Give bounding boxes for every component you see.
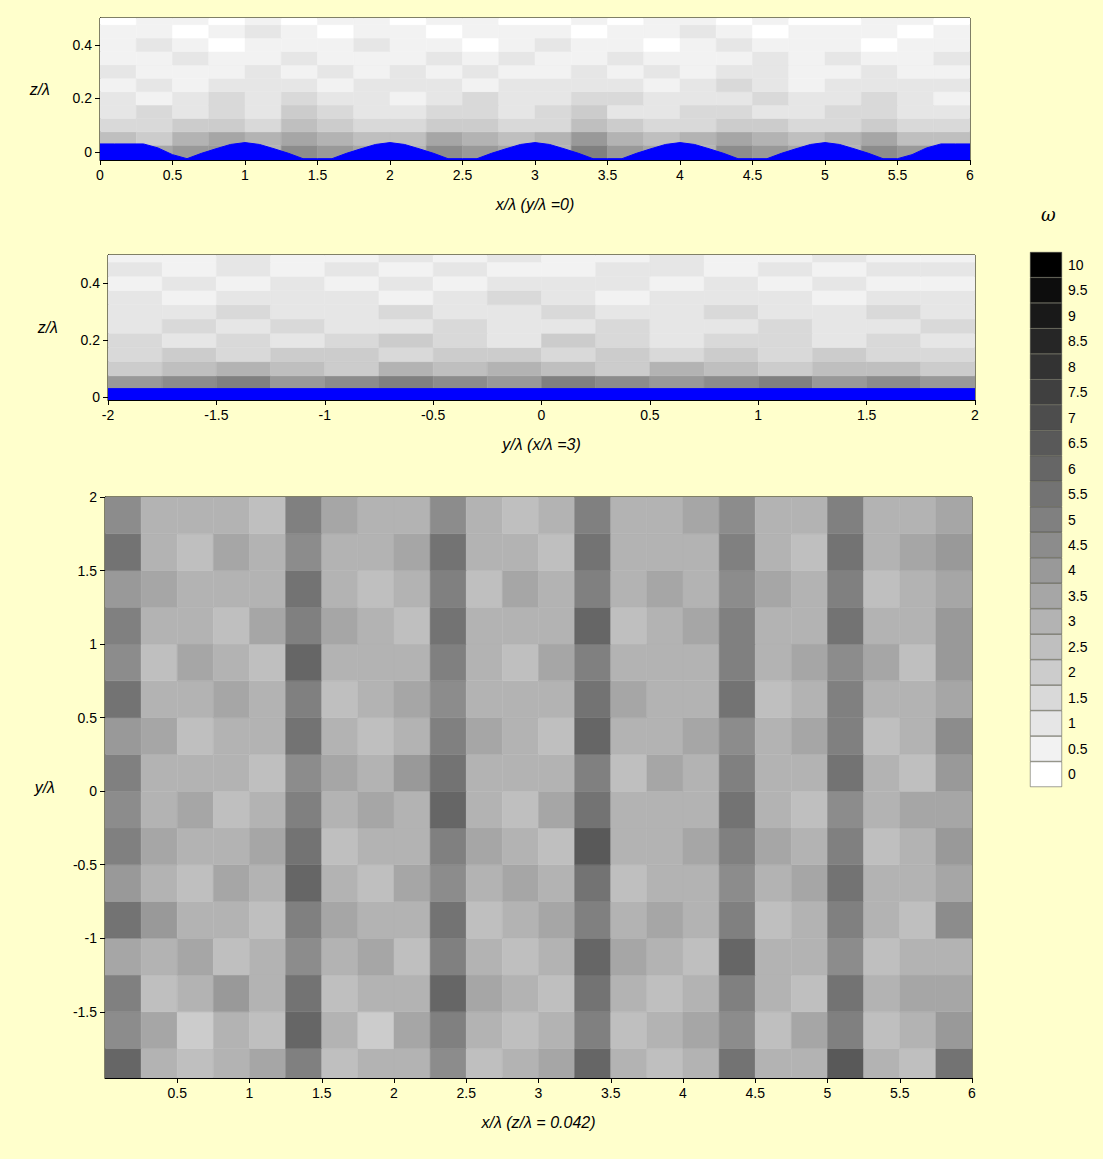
svg-text:5: 5	[1068, 512, 1076, 528]
svg-text:1.5: 1.5	[857, 407, 877, 423]
svg-text:z/λ: z/λ	[29, 81, 50, 98]
svg-text:5.5: 5.5	[888, 167, 908, 183]
svg-text:0: 0	[1068, 766, 1076, 782]
svg-text:8: 8	[1068, 359, 1076, 375]
svg-text:7.5: 7.5	[1068, 384, 1088, 400]
svg-text:0.2: 0.2	[73, 90, 93, 106]
svg-text:1.5: 1.5	[1068, 690, 1088, 706]
svg-text:-1: -1	[85, 930, 98, 946]
svg-text:4: 4	[679, 1085, 687, 1101]
svg-text:9: 9	[1068, 308, 1076, 324]
svg-text:6.5: 6.5	[1068, 435, 1088, 451]
svg-text:3.5: 3.5	[1068, 588, 1088, 604]
svg-text:4: 4	[1068, 562, 1076, 578]
svg-text:2: 2	[89, 489, 97, 505]
svg-text:1.5: 1.5	[78, 563, 98, 579]
svg-text:0.5: 0.5	[78, 710, 98, 726]
svg-text:y/λ (x/λ =3): y/λ (x/λ =3)	[501, 436, 580, 453]
svg-text:3.5: 3.5	[598, 167, 618, 183]
svg-text:0.5: 0.5	[168, 1085, 188, 1101]
svg-text:6: 6	[968, 1085, 976, 1101]
svg-text:0.2: 0.2	[81, 332, 101, 348]
svg-text:10: 10	[1068, 257, 1084, 273]
svg-text:1: 1	[1068, 715, 1076, 731]
svg-text:6: 6	[1068, 461, 1076, 477]
svg-text:3: 3	[1068, 613, 1076, 629]
svg-text:2: 2	[1068, 664, 1076, 680]
svg-text:7: 7	[1068, 410, 1076, 426]
svg-text:2: 2	[390, 1085, 398, 1101]
svg-text:0: 0	[89, 783, 97, 799]
svg-text:8.5: 8.5	[1068, 333, 1088, 349]
svg-text:5.5: 5.5	[1068, 486, 1088, 502]
svg-text:4.5: 4.5	[746, 1085, 766, 1101]
svg-text:1.5: 1.5	[308, 167, 328, 183]
svg-text:1.5: 1.5	[312, 1085, 332, 1101]
svg-text:0.5: 0.5	[163, 167, 183, 183]
svg-text:1: 1	[241, 167, 249, 183]
svg-text:2.5: 2.5	[457, 1085, 477, 1101]
svg-text:0: 0	[92, 389, 100, 405]
svg-text:0.4: 0.4	[81, 275, 101, 291]
svg-text:6: 6	[966, 167, 974, 183]
svg-text:2: 2	[971, 407, 979, 423]
svg-text:1: 1	[754, 407, 762, 423]
svg-text:2.5: 2.5	[1068, 639, 1088, 655]
svg-text:-1.5: -1.5	[204, 407, 228, 423]
svg-text:y/λ: y/λ	[34, 779, 55, 796]
svg-text:-1.5: -1.5	[73, 1004, 97, 1020]
svg-text:-0.5: -0.5	[421, 407, 445, 423]
svg-text:2.5: 2.5	[453, 167, 473, 183]
svg-text:9.5: 9.5	[1068, 282, 1088, 298]
svg-text:x/λ (y/λ =0): x/λ (y/λ =0)	[495, 196, 574, 213]
svg-text:-2: -2	[102, 407, 115, 423]
svg-text:0: 0	[96, 167, 104, 183]
svg-text:0.5: 0.5	[640, 407, 660, 423]
svg-text:3: 3	[535, 1085, 543, 1101]
svg-text:5: 5	[821, 167, 829, 183]
svg-text:4: 4	[676, 167, 684, 183]
svg-text:4.5: 4.5	[1068, 537, 1088, 553]
svg-text:ω: ω	[1041, 204, 1056, 225]
svg-text:-0.5: -0.5	[73, 857, 97, 873]
svg-text:0.5: 0.5	[1068, 741, 1088, 757]
svg-text:5: 5	[824, 1085, 832, 1101]
svg-text:1: 1	[246, 1085, 254, 1101]
svg-text:x/λ (z/λ = 0.042): x/λ (z/λ = 0.042)	[480, 1114, 595, 1131]
svg-text:3: 3	[531, 167, 539, 183]
svg-text:z/λ: z/λ	[37, 319, 58, 336]
svg-text:1: 1	[89, 636, 97, 652]
svg-text:4.5: 4.5	[743, 167, 763, 183]
svg-text:0: 0	[538, 407, 546, 423]
svg-text:2: 2	[386, 167, 394, 183]
svg-text:0: 0	[84, 144, 92, 160]
svg-text:0.4: 0.4	[73, 37, 93, 53]
svg-text:3.5: 3.5	[601, 1085, 621, 1101]
svg-text:-1: -1	[319, 407, 332, 423]
svg-text:5.5: 5.5	[890, 1085, 910, 1101]
